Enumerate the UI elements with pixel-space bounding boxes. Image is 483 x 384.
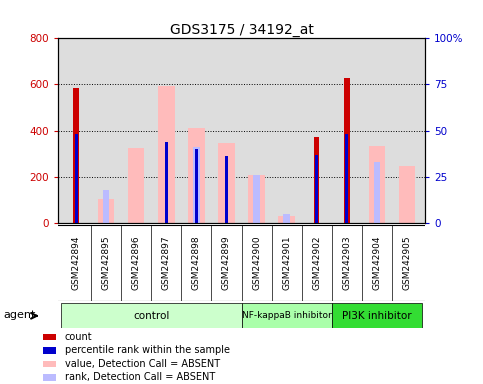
Text: GSM242901: GSM242901: [282, 236, 291, 290]
Bar: [332, 303, 422, 328]
Text: GSM242902: GSM242902: [312, 236, 321, 290]
Text: GSM242898: GSM242898: [192, 236, 201, 290]
Text: GSM242904: GSM242904: [372, 236, 382, 290]
Text: NF-kappaB inhibitor: NF-kappaB inhibitor: [242, 311, 331, 320]
Text: GSM242894: GSM242894: [71, 236, 81, 290]
Bar: [345, 134, 348, 223]
Bar: [373, 162, 380, 223]
Bar: [165, 142, 168, 223]
Bar: [61, 303, 242, 328]
Text: GSM242903: GSM242903: [342, 236, 351, 290]
Text: GSM242897: GSM242897: [162, 236, 171, 290]
Bar: [314, 137, 319, 223]
Bar: [193, 147, 199, 223]
Text: agent: agent: [3, 310, 35, 319]
Bar: [103, 190, 110, 223]
Text: value, Detection Call = ABSENT: value, Detection Call = ABSENT: [65, 359, 220, 369]
Text: GSM242900: GSM242900: [252, 236, 261, 290]
Bar: [158, 86, 174, 223]
Text: percentile rank within the sample: percentile rank within the sample: [65, 345, 230, 356]
Bar: [253, 175, 260, 223]
Bar: [74, 134, 77, 223]
Bar: [98, 199, 114, 223]
Text: GSM242895: GSM242895: [101, 236, 111, 290]
Bar: [43, 361, 56, 367]
Bar: [278, 216, 295, 223]
Bar: [43, 334, 56, 340]
Bar: [284, 214, 290, 223]
Bar: [242, 303, 332, 328]
Text: PI3K inhibitor: PI3K inhibitor: [342, 311, 412, 321]
Bar: [315, 154, 318, 223]
Text: rank, Detection Call = ABSENT: rank, Detection Call = ABSENT: [65, 372, 215, 382]
Bar: [195, 149, 198, 223]
Bar: [218, 143, 235, 223]
Bar: [188, 128, 205, 223]
Bar: [43, 374, 56, 381]
Bar: [344, 78, 350, 223]
Bar: [73, 88, 79, 223]
Bar: [248, 175, 265, 223]
Bar: [128, 148, 144, 223]
Text: count: count: [65, 332, 92, 342]
Bar: [225, 156, 228, 223]
Text: control: control: [133, 311, 170, 321]
Title: GDS3175 / 34192_at: GDS3175 / 34192_at: [170, 23, 313, 37]
Bar: [398, 166, 415, 223]
Text: GSM242896: GSM242896: [132, 236, 141, 290]
Bar: [43, 347, 56, 354]
Text: GSM242899: GSM242899: [222, 236, 231, 290]
Bar: [369, 146, 385, 223]
Text: GSM242905: GSM242905: [402, 236, 412, 290]
